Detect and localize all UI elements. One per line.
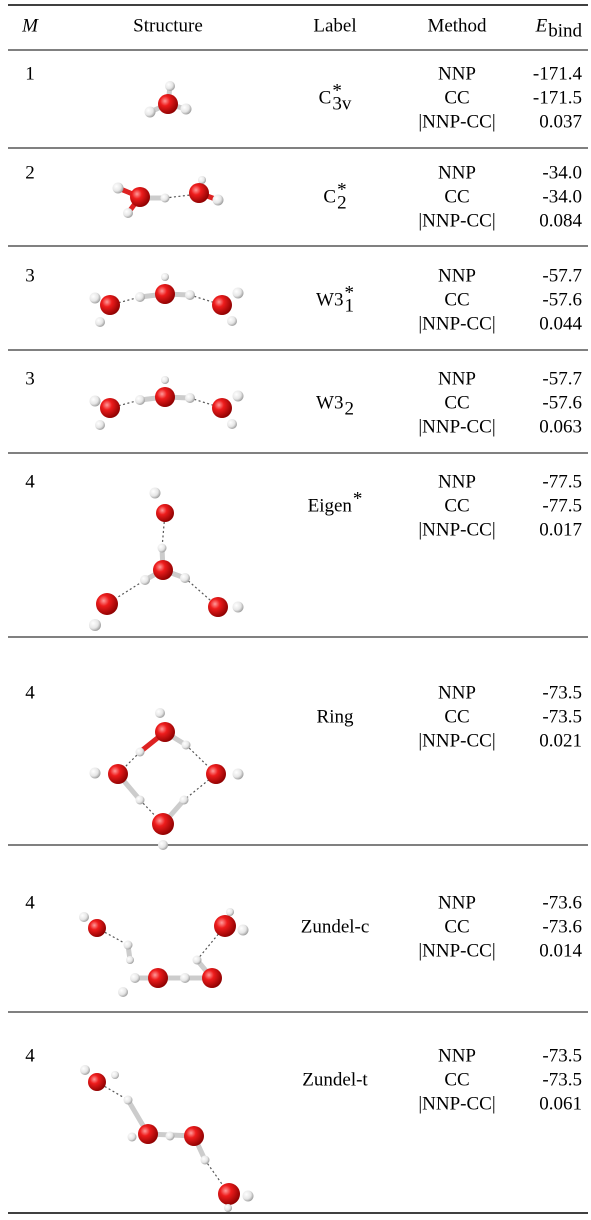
cell-m: 2 [25, 162, 35, 183]
method-cell: |NNP-CC| [418, 210, 495, 231]
value-cell: 0.061 [539, 1093, 582, 1114]
value-cell: -77.5 [542, 471, 582, 492]
method-cell: CC [444, 289, 469, 310]
label-superscript: * [332, 80, 342, 101]
header-cell: Structure [133, 15, 203, 36]
value-cell: 0.017 [539, 519, 582, 540]
cell-m: 1 [25, 63, 35, 84]
label-cell: W3 2 [316, 392, 354, 419]
label-base: C [323, 186, 336, 207]
value-cell: -34.0 [542, 186, 582, 207]
molecule [89, 376, 244, 430]
header-cell: M [21, 15, 39, 36]
method-cell: CC [444, 706, 469, 727]
value-cell: 0.084 [539, 210, 582, 231]
header-cell: Label [313, 15, 356, 36]
value-cell: 0.037 [539, 111, 582, 132]
value-cell: -73.5 [542, 682, 582, 703]
method-cell: CC [444, 916, 469, 937]
molecule [89, 487, 244, 631]
method-cell: |NNP-CC| [418, 1093, 495, 1114]
method-cell: CC [444, 186, 469, 207]
label-subscript: 2 [344, 398, 354, 419]
value-cell: -34.0 [542, 162, 582, 183]
molecule [89, 708, 244, 850]
rules [8, 4, 588, 1214]
method-cell: NNP [438, 265, 476, 286]
label-base: W3 [316, 392, 343, 413]
value-cell: 0.021 [539, 730, 582, 751]
header-cell: E [535, 15, 548, 36]
label-cell: C *2 [323, 179, 346, 213]
header-cell: Method [427, 15, 487, 36]
molecule [112, 176, 224, 218]
label-cell: W3 *1 [316, 282, 354, 316]
value-cell: -171.5 [533, 87, 582, 108]
method-cell: CC [444, 392, 469, 413]
label-cell: C *3v [319, 80, 352, 114]
header-subscript: bind [548, 20, 582, 41]
value-cell: -77.5 [542, 495, 582, 516]
value-cell: 0.063 [539, 416, 582, 437]
value-cell: -73.5 [542, 706, 582, 727]
cell-m: 4 [25, 892, 35, 913]
method-cell: |NNP-CC| [418, 940, 495, 961]
value-cell: -57.6 [542, 392, 582, 413]
method-cell: NNP [438, 892, 476, 913]
value-cell: -57.7 [542, 265, 582, 286]
method-cell: |NNP-CC| [418, 730, 495, 751]
method-cell: |NNP-CC| [418, 111, 495, 132]
value-cell: -73.6 [542, 916, 582, 937]
label-subscript: 2 [337, 192, 347, 213]
label-cell: Eigen * [308, 488, 363, 516]
label-superscript: * [353, 488, 363, 509]
label-base: Zundel-c [301, 916, 370, 937]
label-subscript: 1 [344, 295, 354, 316]
value-cell: -73.6 [542, 892, 582, 913]
method-cell: |NNP-CC| [418, 519, 495, 540]
value-cell: -73.5 [542, 1045, 582, 1066]
label-subscript: 3v [332, 93, 352, 114]
method-cell: NNP [438, 1045, 476, 1066]
method-cell: CC [444, 87, 469, 108]
method-cell: CC [444, 495, 469, 516]
method-cell: NNP [438, 63, 476, 84]
cell-m: 4 [25, 682, 35, 703]
method-cell: NNP [438, 682, 476, 703]
cell-m: 3 [25, 368, 35, 389]
label-superscript: * [337, 179, 347, 200]
label-base: Zundel-t [302, 1069, 368, 1090]
value-cell: -57.7 [542, 368, 582, 389]
molecule [80, 1065, 254, 1212]
label-cell: Zundel-c [301, 916, 370, 937]
label-base: C [319, 87, 332, 108]
method-cell: NNP [438, 162, 476, 183]
molecule [144, 81, 192, 118]
molecule [89, 273, 244, 327]
method-cell: CC [444, 1069, 469, 1090]
cell-m: 3 [25, 265, 35, 286]
value-cell: -171.4 [533, 63, 583, 84]
method-cell: |NNP-CC| [418, 416, 495, 437]
molecule [79, 908, 249, 997]
label-base: W3 [316, 289, 343, 310]
value-cell: 0.014 [539, 940, 582, 961]
value-cell: -57.6 [542, 289, 582, 310]
cell-m: 4 [25, 1045, 35, 1066]
cell-m: 4 [25, 471, 35, 492]
value-cell: -73.5 [542, 1069, 582, 1090]
label-cell: Zundel-t [302, 1069, 368, 1090]
label-superscript: * [344, 282, 354, 303]
method-cell: |NNP-CC| [418, 313, 495, 334]
value-cell: 0.044 [539, 313, 582, 334]
label-cell: Ring [317, 706, 354, 727]
label-base: Ring [317, 706, 354, 727]
method-cell: NNP [438, 368, 476, 389]
method-cell: NNP [438, 471, 476, 492]
label-base: Eigen [308, 495, 353, 516]
